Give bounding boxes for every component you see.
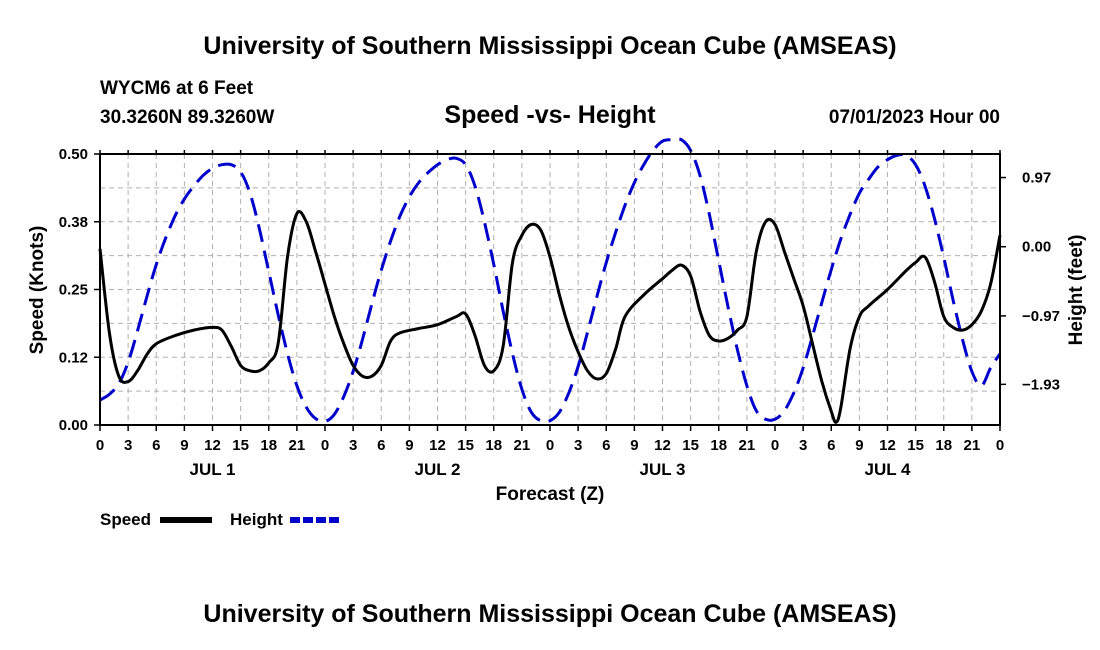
x-tick-label: 3: [124, 437, 132, 454]
x-tick-label: 21: [514, 437, 531, 454]
station-label: WYCM6 at 6 Feet: [100, 78, 254, 99]
report-title-bottom: University of Southern Mississippi Ocean…: [203, 600, 897, 628]
left-y-tick-label: 0.50: [59, 146, 88, 163]
x-tick-label: 15: [682, 437, 699, 454]
x-tick-label: 0: [771, 437, 779, 454]
x-tick-label: 9: [180, 437, 188, 454]
x-tick-label: 21: [289, 437, 306, 454]
legend: Speed Height: [100, 510, 342, 529]
x-tick-label: 6: [602, 437, 610, 454]
day-label: JUL 2: [415, 460, 461, 479]
x-tick-label: 6: [377, 437, 385, 454]
x-tick-label: 15: [457, 437, 474, 454]
report-title-top: University of Southern Mississippi Ocean…: [203, 32, 897, 60]
right-y-tick-label: 0.97: [1022, 170, 1051, 187]
height-series-line: [99, 137, 1002, 424]
left-y-tick-label: 0.38: [59, 214, 88, 231]
right-y-tick-label: 0.00: [1022, 239, 1051, 256]
axes: 0 3 6 9 12 15 18 21 0 3 6 9 12 15 18 21 0 3 6 9 12 15 18 21 0 3 6 9…: [59, 146, 1060, 479]
x-tick-label: 12: [879, 437, 896, 454]
x-tick-label: 21: [739, 437, 756, 454]
x-tick-label: 0: [96, 437, 104, 454]
x-tick-label: 6: [152, 437, 160, 454]
right-y-tick-label: −1.93: [1022, 376, 1060, 393]
x-tick-label: 12: [204, 437, 221, 454]
left-axis-label: Speed (Knots): [27, 226, 48, 355]
series-layer: [98, 137, 1002, 424]
x-axis-label: Forecast (Z): [496, 484, 605, 505]
day-label: JUL 3: [640, 460, 686, 479]
x-tick-label: 15: [232, 437, 249, 454]
x-tick-label: 9: [630, 437, 638, 454]
chart-title: Speed -vs- Height: [444, 101, 656, 129]
x-tick-label: 3: [574, 437, 582, 454]
grid-lines: [100, 154, 1000, 425]
left-y-tick-label: 0.00: [59, 417, 88, 434]
speed-series-line: [98, 209, 1002, 424]
day-label: JUL 4: [865, 460, 912, 479]
x-tick-label: 15: [907, 437, 924, 454]
x-tick-label: 12: [429, 437, 446, 454]
x-tick-label: 21: [964, 437, 981, 454]
forecast-datetime: 07/01/2023 Hour 00: [828, 107, 1000, 128]
x-tick-label: 0: [321, 437, 329, 454]
left-y-tick-label: 0.12: [59, 349, 88, 366]
x-tick-label: 18: [260, 437, 277, 454]
right-y-tick-label: −0.97: [1022, 308, 1060, 325]
x-tick-label: 0: [546, 437, 554, 454]
left-y-tick-label: 0.25: [59, 282, 88, 299]
x-tick-label: 0: [996, 437, 1004, 454]
x-tick-label: 18: [485, 437, 502, 454]
legend-label-speed: Speed: [100, 510, 151, 529]
right-axis-label: Height (feet): [1066, 235, 1087, 346]
x-tick-label: 3: [349, 437, 357, 454]
x-tick-label: 9: [855, 437, 863, 454]
station-coordinates: 30.3260N 89.3260W: [100, 107, 275, 128]
x-tick-label: 3: [799, 437, 807, 454]
x-tick-label: 12: [654, 437, 671, 454]
day-label: JUL 1: [190, 460, 236, 479]
x-tick-label: 9: [405, 437, 413, 454]
x-tick-label: 6: [827, 437, 835, 454]
x-tick-label: 18: [710, 437, 727, 454]
legend-label-height: Height: [230, 510, 283, 529]
x-tick-label: 18: [935, 437, 952, 454]
